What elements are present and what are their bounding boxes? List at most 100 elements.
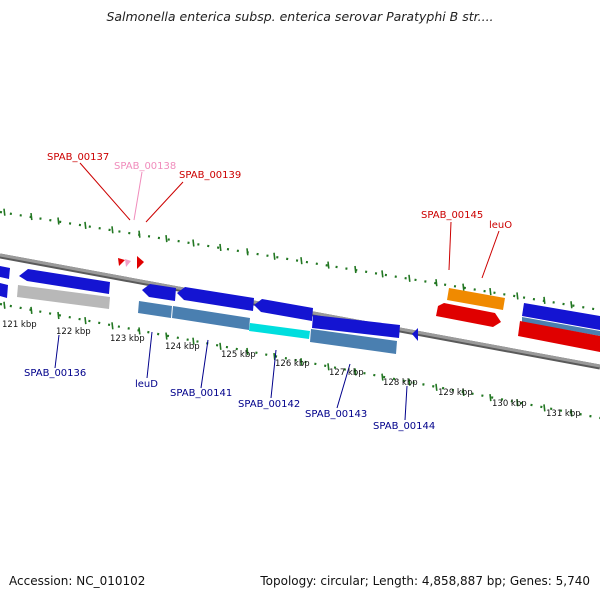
- gene-spab-00143[interactable]: [310, 329, 397, 354]
- outer-ruler-tick: [435, 279, 438, 287]
- outer-ruler-tick: [246, 248, 249, 256]
- accession-label: Accession: NC_010102: [9, 574, 146, 588]
- inner-ruler-tick: [111, 322, 114, 330]
- outer-ruler-tick: [165, 235, 168, 243]
- gene-spab-00137[interactable]: [118, 258, 125, 266]
- outer-ruler-tick: [462, 283, 465, 291]
- inner-ruler-tick: [381, 373, 384, 381]
- inner-ruler-tick: [543, 404, 546, 412]
- leader-spab-00138: [133, 171, 143, 221]
- inner-ruler-tick: [354, 368, 357, 376]
- inner-ruler-tick: [3, 301, 6, 309]
- gene-label-spab-00143[interactable]: SPAB_00143: [305, 409, 367, 420]
- tick-label: 122 kbp: [56, 327, 91, 337]
- gene-leu-right-red[interactable]: [518, 321, 600, 352]
- leader-leuO: [481, 230, 500, 279]
- leader-spab-00137: [79, 162, 131, 221]
- outer-ruler-tick: [516, 292, 519, 300]
- gene-spab-00139[interactable]: [137, 256, 144, 269]
- outer-ruler-tick: [3, 208, 6, 216]
- gene-label-spab-00145[interactable]: SPAB_00145: [421, 210, 483, 221]
- outer-ruler-tick: [84, 221, 87, 229]
- outer-ruler-tick: [354, 265, 357, 274]
- inner-ruler-tick: [165, 332, 168, 340]
- leader-spab-00136: [54, 334, 60, 369]
- inner-ruler-tick: [435, 383, 438, 391]
- gene-left-edge-blue-2[interactable]: [0, 283, 8, 298]
- gene-leuD-blue[interactable]: [142, 284, 176, 301]
- inner-ruler-tick: [138, 327, 141, 335]
- inner-ruler-tick: [30, 306, 33, 314]
- leader-spab-00141: [200, 339, 209, 389]
- outer-ruler-tick: [543, 296, 546, 304]
- inner-ruler-dots: [0, 302, 600, 420]
- gene-spab-00141[interactable]: [172, 306, 250, 330]
- tick-label: 129 kbp: [438, 388, 473, 398]
- gene-spab-00141-blue[interactable]: [177, 287, 254, 311]
- tick-label: 127 kbp: [329, 368, 364, 378]
- gene-spab-00138[interactable]: [125, 259, 131, 267]
- inner-ruler-tick: [462, 388, 465, 397]
- leader-spab-00145: [448, 221, 452, 271]
- outer-ruler-tick: [327, 261, 330, 269]
- gene-label-spab-00138[interactable]: SPAB_00138: [114, 161, 176, 172]
- gene-spab-00144[interactable]: [412, 328, 418, 341]
- inner-ruler-tick: [219, 342, 222, 350]
- outer-ruler-tick: [192, 239, 195, 247]
- outer-ruler-tick: [273, 252, 276, 260]
- gene-left-edge-blue[interactable]: [0, 266, 10, 279]
- gene-spab-00136[interactable]: [17, 285, 110, 309]
- gene-label-spab-00137[interactable]: SPAB_00137: [47, 152, 109, 163]
- gene-label-spab-00144[interactable]: SPAB_00144: [373, 421, 435, 432]
- gene-leuO[interactable]: [436, 303, 501, 327]
- tick-label: 123 kbp: [110, 334, 145, 344]
- leader-leuD: [146, 331, 153, 379]
- leader-spab-00139: [145, 181, 184, 223]
- tick-label: 126 kbp: [275, 359, 310, 369]
- outer-ruler-tick: [300, 257, 303, 265]
- inner-ruler-tick: [489, 394, 492, 402]
- leader-spab-00144: [404, 385, 408, 421]
- gene-leuD[interactable]: [138, 301, 172, 318]
- tick-label: 130 kbp: [492, 399, 527, 409]
- gene-forward-right-blue[interactable]: [522, 303, 600, 330]
- outer-ruler-dots: [0, 210, 600, 312]
- tick-label: 125 kbp: [221, 350, 256, 360]
- outer-ruler-tick: [57, 217, 60, 225]
- outer-ruler-tick: [219, 243, 222, 252]
- gene-spab-00142[interactable]: [249, 323, 310, 339]
- tick-label: 121 kbp: [2, 320, 37, 330]
- gene-labels-bottom: SPAB_00136 leuD SPAB_00141 SPAB_00142 SP…: [24, 368, 435, 432]
- gene-forward-right-steel[interactable]: [522, 317, 600, 336]
- gene-label-leuD[interactable]: leuD: [135, 379, 158, 390]
- inner-ruler-tick: [570, 409, 573, 417]
- outer-ruler-tick: [111, 226, 114, 234]
- inner-ruler-tick: [192, 337, 195, 345]
- gene-spab-00145[interactable]: [447, 288, 505, 310]
- gene-spab-00142-blue[interactable]: [254, 299, 313, 321]
- tick-label: 124 kbp: [165, 342, 200, 352]
- outer-ruler-major-ticks: [3, 208, 573, 309]
- organism-title: Salmonella enterica subsp. enterica sero…: [106, 9, 494, 24]
- gene-label-spab-00141[interactable]: SPAB_00141: [170, 388, 232, 399]
- leader-spab-00143: [336, 363, 351, 409]
- reverse-strand-genes: [0, 266, 418, 354]
- tick-label: 131 kbp: [546, 409, 581, 419]
- inner-ruler-tick: [300, 358, 303, 366]
- gene-label-spab-00139[interactable]: SPAB_00139: [179, 170, 241, 181]
- outer-ruler-tick: [489, 287, 492, 296]
- outer-ruler-tick: [408, 274, 411, 282]
- inner-ruler-tick: [246, 347, 249, 356]
- gene-label-spab-00142[interactable]: SPAB_00142: [238, 399, 300, 410]
- inner-ruler-tick: [516, 399, 519, 407]
- kbp-tick-labels: 121 kbp 122 kbp 123 kbp 124 kbp 125 kbp …: [2, 320, 581, 419]
- gene-spab-00136-blue[interactable]: [19, 269, 110, 294]
- gene-label-leuO[interactable]: leuO: [489, 220, 512, 231]
- inner-ruler-major-ticks: [3, 301, 573, 417]
- gene-label-spab-00136[interactable]: SPAB_00136: [24, 368, 86, 379]
- outer-ruler-tick: [381, 270, 384, 278]
- gene-spab-00143-blue[interactable]: [312, 315, 400, 338]
- gene-labels-top: SPAB_00137 SPAB_00138 SPAB_00139 SPAB_00…: [47, 152, 512, 231]
